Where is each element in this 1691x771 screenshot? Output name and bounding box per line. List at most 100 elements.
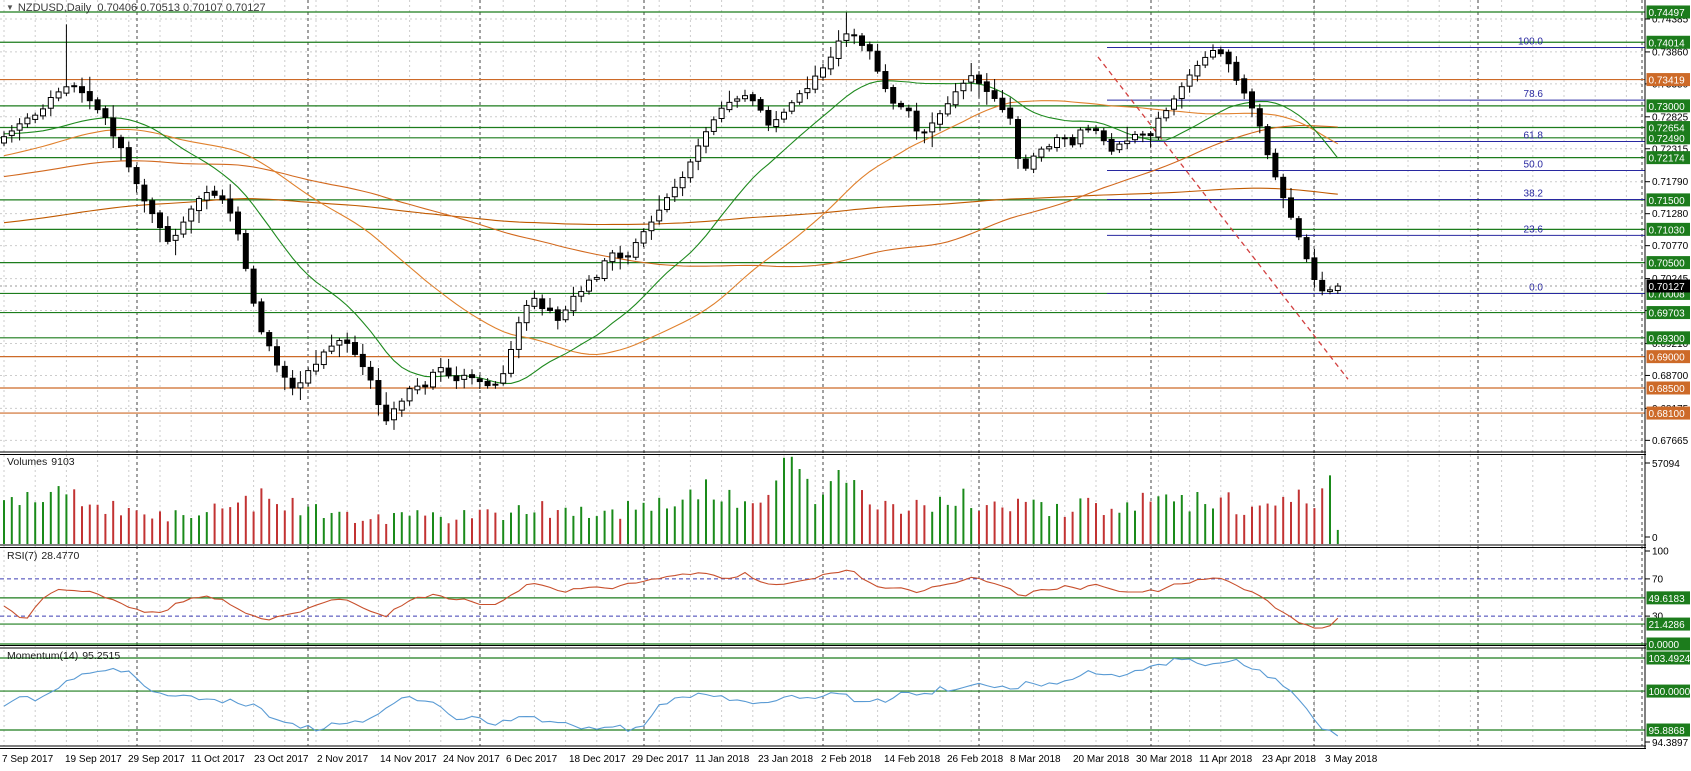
candle-body (570, 295, 577, 312)
candle-body (219, 195, 226, 201)
candle-body (281, 365, 288, 378)
current-price-badge-bg (1646, 279, 1690, 293)
candle-body (523, 304, 530, 324)
candle-body (703, 131, 709, 147)
candle-body (110, 117, 117, 137)
date-label: 23 Jan 2018 (758, 754, 813, 765)
price-tick-label: 0.71790 (1652, 177, 1689, 188)
candle-body (102, 108, 109, 118)
price-level-badge-bg (1646, 331, 1690, 345)
candle-body (874, 50, 881, 72)
fibonacci-retracement[interactable]: 100.0 78.6 61.8 50.0 38.2 23.6 0.0 (1107, 37, 1645, 294)
candle-body (921, 131, 928, 134)
candle-body (1202, 56, 1209, 66)
candle-body (16, 123, 23, 131)
candle-body (1147, 133, 1154, 137)
candle-body (1108, 138, 1115, 152)
price-level-badge-bg (1646, 5, 1690, 19)
fib-label: 0.0 (1529, 282, 1543, 293)
candle-body (1155, 117, 1162, 138)
candle-body (1225, 51, 1232, 65)
candle-body (1233, 61, 1240, 81)
candle-body (149, 200, 156, 215)
candle-body (86, 91, 93, 102)
momentum-level-badge: 95.8868 (1649, 726, 1686, 737)
pane-separators[interactable] (0, 451, 1691, 749)
candle-body (726, 101, 733, 111)
candle-body (1186, 74, 1193, 87)
candle-body (383, 404, 390, 422)
candle-body (141, 184, 148, 202)
rsi-level-badge: 0.0000 (1649, 640, 1680, 651)
candle-body (952, 91, 959, 106)
candle-body (1139, 133, 1146, 136)
price-level-badge-bg (1646, 381, 1690, 395)
candle-body (203, 192, 210, 201)
candle-body (866, 44, 873, 52)
fib-label: 100.0 (1518, 37, 1543, 48)
price-level-badge: 0.73000 (1649, 102, 1686, 113)
price-level-badge: 0.74014 (1649, 38, 1686, 49)
rsi-tick-label: 30 (1652, 612, 1664, 623)
candle-body (1, 136, 7, 144)
candle-body (79, 86, 85, 94)
price-level-badge: 0.71500 (1649, 196, 1686, 207)
rsi-levels[interactable] (0, 578, 1645, 645)
candle-body (578, 291, 585, 297)
price-level-badge-bg (1646, 350, 1690, 364)
candle-body (266, 332, 273, 347)
momentum-levels[interactable] (0, 657, 1645, 731)
candle-body (734, 98, 741, 102)
candle-body (469, 374, 475, 379)
momentum-level-badge: 100.0000 (1649, 687, 1691, 698)
candles (1, 12, 1341, 430)
price-level-badge: 0.68500 (1649, 384, 1686, 395)
candle-body (757, 99, 764, 111)
candle-body (211, 190, 218, 196)
candle-body (1194, 64, 1201, 77)
date-label: 20 Mar 2018 (1073, 754, 1130, 765)
grid-lines (0, 0, 1645, 746)
candle-body (430, 371, 436, 388)
candle-body (898, 102, 904, 108)
candle-body (968, 75, 975, 83)
candle-body (554, 309, 561, 321)
candle-body (617, 252, 624, 259)
candle-body (679, 176, 686, 189)
candle-body (1046, 146, 1053, 150)
candle-body (118, 136, 124, 149)
price-level-badge: 0.69300 (1649, 334, 1686, 345)
candle-body (913, 110, 920, 132)
candle-body (492, 383, 499, 386)
date-axis[interactable]: 7 Sep 2017 19 Sep 2017 29 Sep 2017 11 Oct 2… (2, 754, 1378, 765)
candle-body (1178, 86, 1185, 99)
candle-body (515, 322, 522, 350)
price-level-badge-bg (1646, 35, 1690, 49)
candle-body (289, 377, 296, 389)
candle-body (640, 231, 647, 244)
candle-body (313, 363, 319, 372)
candle-body (976, 74, 982, 84)
rsi-level-badge: 49.6183 (1649, 594, 1686, 605)
candle-body (1272, 152, 1279, 178)
date-label: 2 Nov 2017 (317, 754, 369, 765)
candle-body (1334, 285, 1341, 292)
candle-body (1327, 289, 1333, 292)
symbol-dropdown-icon[interactable]: ▼ (6, 3, 14, 12)
price-level-badge-bg (1646, 193, 1690, 207)
candle-body (695, 145, 702, 162)
price-level-badge: 0.72174 (1649, 154, 1686, 165)
candle-body (1030, 155, 1037, 170)
date-label: 29 Sep 2017 (128, 754, 185, 765)
candle-body (781, 111, 787, 120)
candle-body (344, 339, 351, 344)
trend-line[interactable] (1097, 56, 1349, 380)
candle-body (391, 408, 397, 421)
date-label: 18 Dec 2017 (569, 754, 626, 765)
candle-body (461, 374, 468, 380)
candle-body (1124, 140, 1131, 145)
price-axis: 0.743850.738600.733500.728250.723150.717… (1644, 0, 1691, 771)
